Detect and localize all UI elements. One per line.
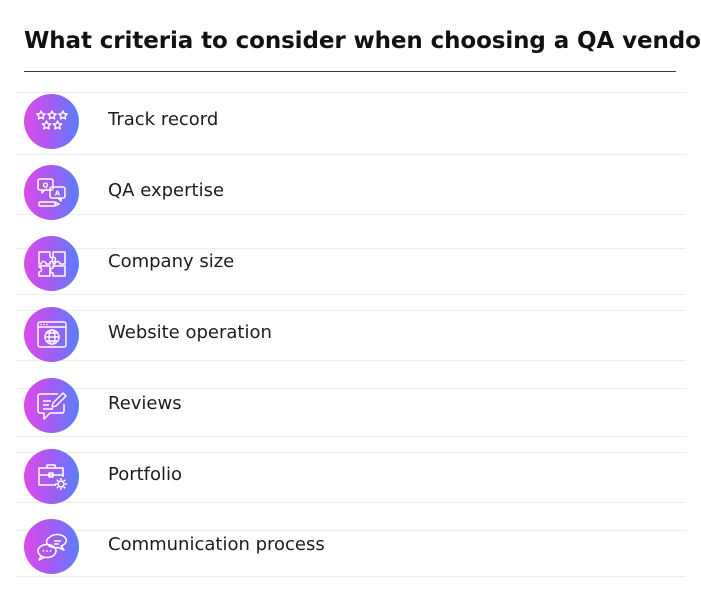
row-divider bbox=[16, 530, 686, 531]
criteria-label: Portfolio bbox=[108, 464, 183, 485]
row-divider bbox=[16, 360, 686, 361]
browser-globe-icon bbox=[36, 320, 67, 348]
criteria-item-communication-process: Communication process bbox=[24, 519, 664, 575]
criteria-label: Company size bbox=[108, 251, 235, 272]
criteria-label: Reviews bbox=[108, 393, 182, 414]
chat-bubbles-icon bbox=[36, 533, 67, 561]
badge bbox=[24, 94, 79, 149]
row-divider bbox=[16, 214, 686, 215]
row-divider bbox=[16, 452, 686, 453]
review-edit-icon bbox=[36, 391, 67, 420]
row-divider bbox=[16, 436, 686, 437]
title-divider bbox=[24, 71, 676, 72]
row-divider bbox=[16, 310, 686, 311]
badge bbox=[24, 519, 79, 574]
criteria-item-website-operation: Website operation bbox=[24, 307, 664, 363]
criteria-label: Website operation bbox=[108, 322, 272, 343]
row-divider bbox=[16, 576, 686, 577]
svg-text:Q: Q bbox=[42, 181, 48, 189]
qa-chat-icon: Q A bbox=[36, 177, 66, 207]
badge bbox=[24, 449, 79, 504]
stars-icon bbox=[35, 109, 68, 130]
row-divider bbox=[16, 248, 686, 249]
criteria-item-company-size: Company size bbox=[24, 236, 664, 292]
criteria-item-qa-expertise: Q A QA expertise bbox=[24, 165, 664, 221]
page-title: What criteria to consider when choosing … bbox=[24, 28, 701, 54]
criteria-item-reviews: Reviews bbox=[24, 378, 664, 434]
criteria-item-track-record: Track record bbox=[24, 94, 664, 150]
row-divider bbox=[16, 294, 686, 295]
row-divider bbox=[16, 154, 686, 155]
badge bbox=[24, 236, 79, 291]
badge: Q A bbox=[24, 165, 79, 220]
criteria-label: QA expertise bbox=[108, 180, 225, 201]
badge bbox=[24, 378, 79, 433]
criteria-label: Track record bbox=[108, 109, 219, 130]
svg-text:A: A bbox=[54, 189, 60, 197]
criteria-label: Communication process bbox=[108, 534, 325, 555]
badge bbox=[24, 307, 79, 362]
puzzle-icon bbox=[37, 250, 66, 277]
row-divider bbox=[16, 388, 686, 389]
row-divider bbox=[16, 502, 686, 503]
criteria-item-portfolio: Portfolio bbox=[24, 449, 664, 505]
briefcase-gear-icon bbox=[37, 463, 67, 490]
row-divider bbox=[16, 92, 686, 93]
